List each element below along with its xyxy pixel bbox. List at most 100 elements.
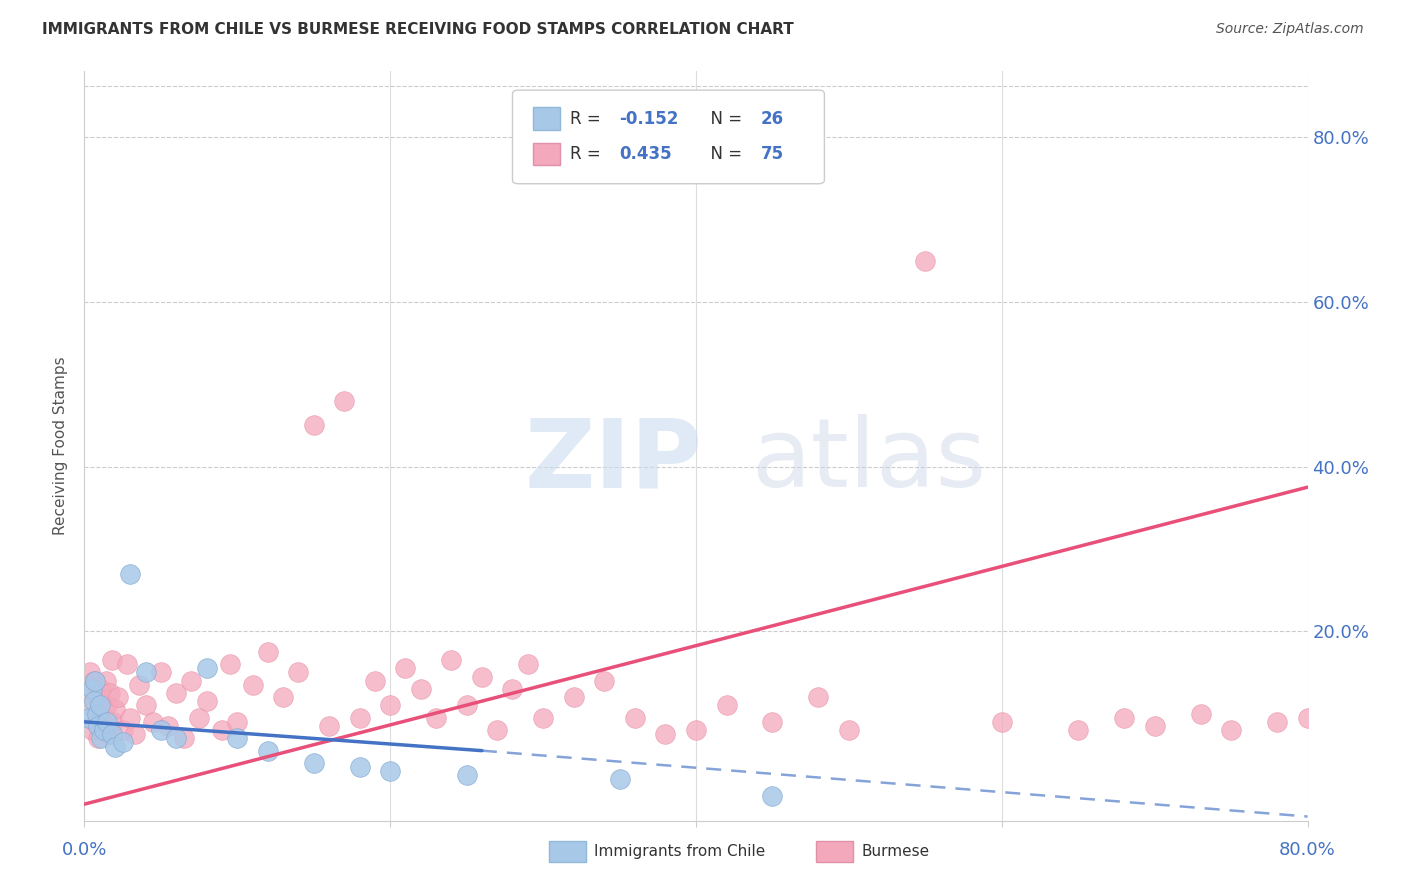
Point — [84, 714, 107, 729]
Text: -0.152: -0.152 — [619, 110, 678, 128]
Point — [76, 681, 98, 696]
Point — [609, 772, 631, 787]
Point — [120, 711, 142, 725]
Point — [502, 681, 524, 696]
Point — [87, 731, 110, 746]
FancyBboxPatch shape — [815, 841, 852, 862]
Point — [211, 723, 233, 737]
Point — [302, 418, 325, 433]
Text: Immigrants from Chile: Immigrants from Chile — [595, 844, 766, 859]
Point — [101, 727, 124, 741]
Point — [761, 714, 783, 729]
Point — [1114, 711, 1136, 725]
Point — [349, 760, 371, 774]
Point — [77, 698, 100, 713]
Point — [914, 253, 936, 268]
Point — [104, 739, 127, 754]
Point — [593, 673, 616, 688]
Point — [142, 714, 165, 729]
Point — [991, 714, 1014, 729]
Point — [380, 698, 402, 713]
Text: Burmese: Burmese — [860, 844, 929, 859]
Point — [128, 678, 150, 692]
Point — [425, 711, 447, 725]
Point — [93, 711, 115, 725]
Point — [716, 698, 738, 713]
Point — [188, 711, 211, 725]
Point — [516, 657, 538, 672]
Point — [195, 694, 218, 708]
Point — [287, 665, 309, 680]
Point — [77, 711, 100, 725]
Point — [111, 735, 134, 749]
Point — [104, 702, 127, 716]
Point — [111, 723, 134, 737]
Point — [685, 723, 707, 737]
Point — [271, 690, 294, 705]
Point — [149, 665, 172, 680]
Point — [98, 686, 121, 700]
Point — [333, 393, 356, 408]
Point — [318, 719, 340, 733]
Point — [83, 673, 105, 688]
Point — [79, 665, 101, 680]
Text: N =: N = — [700, 110, 747, 128]
Point — [761, 789, 783, 803]
Text: R =: R = — [569, 110, 606, 128]
Point — [226, 731, 249, 746]
Text: 0.435: 0.435 — [619, 145, 672, 162]
Point — [1265, 714, 1288, 729]
Text: IMMIGRANTS FROM CHILE VS BURMESE RECEIVING FOOD STAMPS CORRELATION CHART: IMMIGRANTS FROM CHILE VS BURMESE RECEIVI… — [42, 22, 794, 37]
Point — [242, 678, 264, 692]
Point — [364, 673, 387, 688]
Point — [302, 756, 325, 770]
Point — [157, 719, 180, 733]
Point — [80, 723, 103, 737]
Point — [124, 727, 146, 741]
Point — [83, 694, 105, 708]
FancyBboxPatch shape — [550, 841, 586, 862]
Point — [149, 723, 172, 737]
Point — [624, 711, 647, 725]
Point — [1143, 719, 1166, 733]
Point — [380, 764, 402, 779]
Point — [93, 723, 115, 737]
Point — [101, 653, 124, 667]
Point — [807, 690, 830, 705]
Point — [531, 711, 554, 725]
Point — [165, 686, 187, 700]
Point — [87, 719, 110, 733]
Point — [257, 645, 280, 659]
Point — [440, 653, 463, 667]
Point — [257, 744, 280, 758]
Point — [94, 673, 117, 688]
Point — [1189, 706, 1212, 721]
Point — [89, 698, 111, 713]
Point — [89, 706, 111, 721]
Point — [96, 714, 118, 729]
Point — [96, 698, 118, 713]
Text: ZIP: ZIP — [524, 415, 703, 508]
Point — [456, 768, 478, 782]
Point — [471, 669, 494, 683]
Point — [107, 690, 129, 705]
Point — [349, 711, 371, 725]
Point — [409, 681, 432, 696]
Point — [173, 731, 195, 746]
Point — [226, 714, 249, 729]
Point — [84, 673, 107, 688]
Point — [218, 657, 240, 672]
FancyBboxPatch shape — [513, 90, 824, 184]
Point — [115, 657, 138, 672]
Point — [180, 673, 202, 688]
Point — [91, 719, 114, 733]
Point — [654, 727, 676, 741]
Point — [456, 698, 478, 713]
Text: 80.0%: 80.0% — [1279, 841, 1336, 859]
Text: Source: ZipAtlas.com: Source: ZipAtlas.com — [1216, 22, 1364, 37]
Point — [80, 681, 103, 696]
Point — [1067, 723, 1090, 737]
Point — [86, 690, 108, 705]
Point — [90, 731, 112, 746]
Point — [486, 723, 509, 737]
